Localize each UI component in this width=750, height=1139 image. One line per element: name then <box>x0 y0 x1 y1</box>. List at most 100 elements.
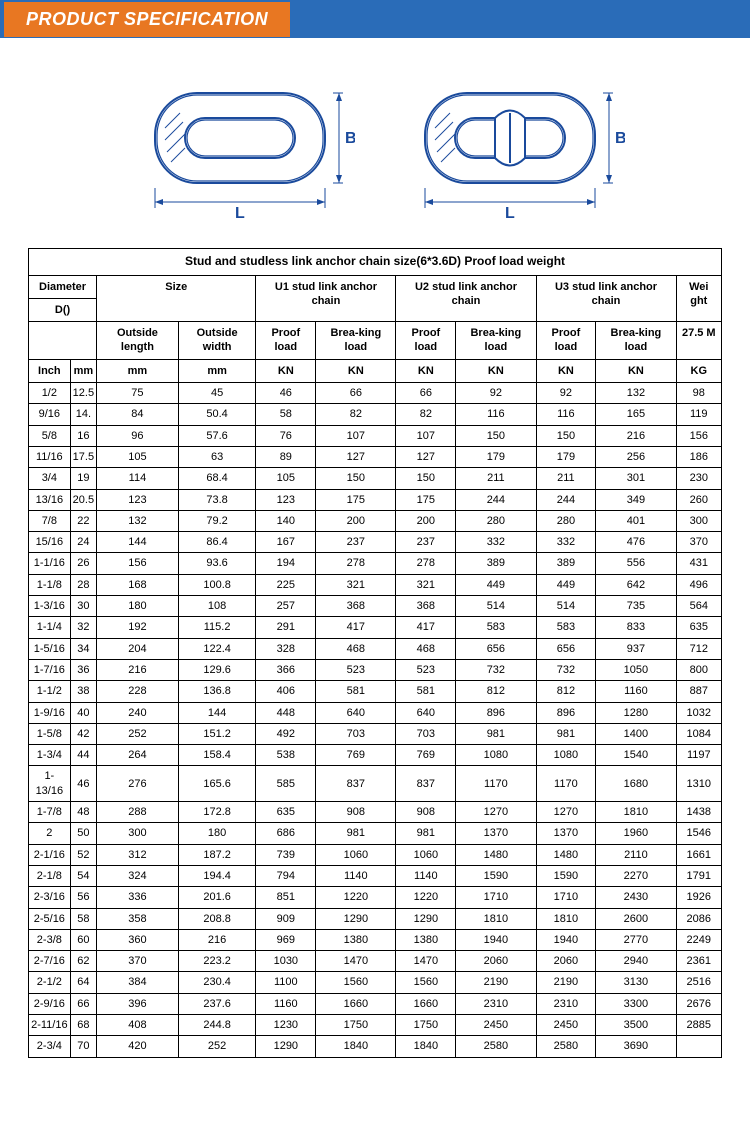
hdr-u1-break: Brea-king load <box>316 322 396 360</box>
table-cell: 640 <box>316 702 396 723</box>
table-cell: 100.8 <box>178 574 256 595</box>
table-cell: 68.4 <box>178 468 256 489</box>
hdr-u1-proof: Proof load <box>256 322 316 360</box>
table-cell: 1480 <box>536 844 596 865</box>
table-cell: 1280 <box>596 702 676 723</box>
table-cell: 1-5/16 <box>29 638 71 659</box>
table-cell: 167 <box>256 532 316 553</box>
stud-link-diagram: B L <box>395 68 625 228</box>
table-cell: 1170 <box>456 766 536 802</box>
table-cell: 186 <box>676 446 721 467</box>
table-cell: 40 <box>70 702 96 723</box>
table-cell: 321 <box>396 574 456 595</box>
table-cell: 132 <box>596 383 676 404</box>
table-cell: 1810 <box>456 908 536 929</box>
table-cell: 54 <box>70 865 96 886</box>
hdr-diameter: Diameter <box>29 275 97 298</box>
hdr-u3: U3 stud link anchor chain <box>536 275 676 322</box>
table-cell: 1050 <box>596 659 676 680</box>
table-cell: 276 <box>97 766 179 802</box>
table-cell: 46 <box>256 383 316 404</box>
table-cell: 1160 <box>596 681 676 702</box>
table-cell: 332 <box>456 532 536 553</box>
table-cell: 230 <box>676 468 721 489</box>
table-cell: 368 <box>396 596 456 617</box>
table-cell: 1-13/16 <box>29 766 71 802</box>
table-cell: 127 <box>396 446 456 467</box>
header-title: PRODUCT SPECIFICATION <box>4 2 290 37</box>
table-cell: 585 <box>256 766 316 802</box>
table-cell: 2-3/16 <box>29 887 71 908</box>
table-cell: 116 <box>536 404 596 425</box>
table-cell: 230.4 <box>178 972 256 993</box>
table-row: 1-1/828168100.8225321321449449642496 <box>29 574 722 595</box>
table-cell: 896 <box>536 702 596 723</box>
table-cell: 3300 <box>596 993 676 1014</box>
table-cell: 417 <box>396 617 456 638</box>
table-cell: 244 <box>536 489 596 510</box>
table-cell: 156 <box>676 425 721 446</box>
table-cell: 216 <box>178 929 256 950</box>
table-cell: 136.8 <box>178 681 256 702</box>
table-cell: 89 <box>256 446 316 467</box>
table-row: 2-9/1666396237.6116016601660231023103300… <box>29 993 722 1014</box>
table-cell: 769 <box>396 745 456 766</box>
table-cell: 228 <box>97 681 179 702</box>
table-cell: 82 <box>396 404 456 425</box>
table-cell: 216 <box>97 659 179 680</box>
table-cell: 360 <box>97 929 179 950</box>
unit-cell: mm <box>178 359 256 382</box>
table-cell: 703 <box>316 723 396 744</box>
table-cell: 3690 <box>596 1036 676 1057</box>
table-cell: 523 <box>396 659 456 680</box>
table-cell: 833 <box>596 617 676 638</box>
table-row: 2503001806869819811370137019601546 <box>29 823 722 844</box>
table-cell: 642 <box>596 574 676 595</box>
table-cell: 140 <box>256 510 316 531</box>
table-cell: 70 <box>70 1036 96 1057</box>
table-cell: 349 <box>596 489 676 510</box>
table-row: 1-3/444264158.45387697691080108015401197 <box>29 745 722 766</box>
table-cell: 1-1/4 <box>29 617 71 638</box>
table-cell: 1-1/8 <box>29 574 71 595</box>
table-cell: 969 <box>256 929 316 950</box>
table-cell: 278 <box>316 553 396 574</box>
table-cell: 366 <box>256 659 316 680</box>
unit-cell: KN <box>396 359 456 382</box>
table-cell: 211 <box>536 468 596 489</box>
table-cell: 1661 <box>676 844 721 865</box>
table-cell: 1080 <box>536 745 596 766</box>
table-row: 1-3/1630180108257368368514514735564 <box>29 596 722 617</box>
table-cell: 38 <box>70 681 96 702</box>
hdr-size: Size <box>97 275 256 322</box>
table-cell: 211 <box>456 468 536 489</box>
table-cell: 2-5/16 <box>29 908 71 929</box>
hdr-weight: Wei ght <box>676 275 721 322</box>
table-cell: 2676 <box>676 993 721 1014</box>
table-cell: 1140 <box>396 865 456 886</box>
table-row: 13/1620.512373.8123175175244244349260 <box>29 489 722 510</box>
table-cell: 1400 <box>596 723 676 744</box>
table-cell: 703 <box>396 723 456 744</box>
table-cell: 406 <box>256 681 316 702</box>
table-cell: 98 <box>676 383 721 404</box>
table-cell: 837 <box>396 766 456 802</box>
table-cell: 1380 <box>396 929 456 950</box>
table-cell: 58 <box>70 908 96 929</box>
table-cell: 66 <box>70 993 96 1014</box>
table-cell: 45 <box>178 383 256 404</box>
table-cell: 1/2 <box>29 383 71 404</box>
table-cell: 1-5/8 <box>29 723 71 744</box>
hdr-u3-proof: Proof load <box>536 322 596 360</box>
table-cell: 1060 <box>316 844 396 865</box>
table-row: 2-1/854324194.47941140114015901590227017… <box>29 865 722 886</box>
table-cell: 686 <box>256 823 316 844</box>
table-cell <box>676 1036 721 1057</box>
dim-label-b: B <box>615 130 625 147</box>
table-cell: 26 <box>70 553 96 574</box>
table-cell: 194 <box>256 553 316 574</box>
table-cell: 389 <box>536 553 596 574</box>
unit-cell: mm <box>97 359 179 382</box>
table-cell: 2580 <box>456 1036 536 1057</box>
diagram-area: B L <box>0 38 750 248</box>
